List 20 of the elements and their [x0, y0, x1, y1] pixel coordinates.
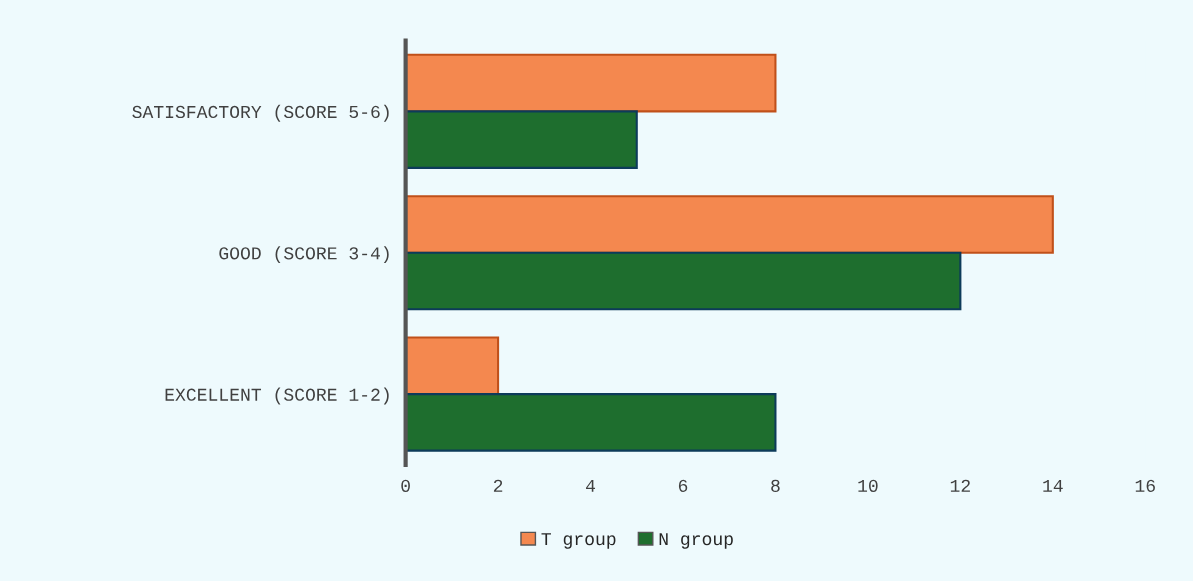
- x-tick-label: 4: [586, 479, 596, 492]
- x-tick-label: 14: [1043, 479, 1063, 492]
- x-tick-label: 0: [401, 479, 410, 492]
- bar: [405, 251, 962, 311]
- x-tick-label: 10: [858, 479, 878, 492]
- bar: [405, 53, 777, 113]
- y-tick-label: SATISFACTORY (SCORE 5-6): [132, 104, 389, 122]
- bar: [405, 336, 500, 396]
- legend-label: T group: [541, 533, 616, 549]
- legend-label: N group: [659, 533, 733, 549]
- x-tick-label: 2: [493, 479, 503, 492]
- x-tick-label: 8: [771, 479, 780, 492]
- bar: [405, 195, 1054, 254]
- x-tick-label: 6: [678, 479, 688, 492]
- y-tick-label: GOOD (SCORE 3-4): [219, 246, 389, 264]
- bar: [405, 110, 638, 169]
- bar: [405, 393, 777, 452]
- x-tick-label: 12: [950, 479, 970, 492]
- y-tick-label: EXCELLENT (SCORE 1-2): [165, 387, 389, 405]
- x-tick-label: 16: [1135, 479, 1155, 492]
